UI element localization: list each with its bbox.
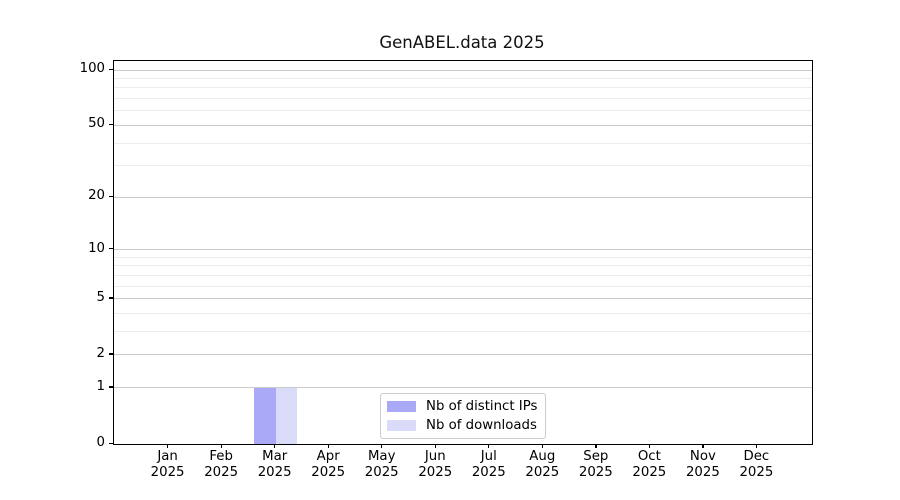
major-gridline [114, 69, 812, 71]
y-tick-label: 2 [96, 345, 105, 361]
x-tick-year: 2025 [257, 465, 292, 480]
x-tick-mark [274, 444, 276, 448]
y-tick-mark [109, 68, 113, 70]
x-tick-mark [434, 444, 436, 448]
minor-gridline [114, 265, 812, 267]
legend-swatch-distinct-ips [387, 401, 416, 412]
y-tick-mark [109, 442, 113, 444]
x-tick-label: Aug 2025 [507, 449, 577, 481]
x-tick-year: 2025 [418, 465, 453, 480]
major-gridline [114, 387, 812, 389]
x-tick-mark [648, 444, 651, 448]
minor-gridline [114, 285, 812, 287]
x-tick-label: Feb 2025 [186, 449, 256, 481]
minor-gridline [114, 256, 812, 258]
bar-nb-of-downloads-mar [275, 387, 298, 444]
x-tick-mark [381, 444, 383, 448]
minor-gridline [114, 313, 812, 315]
minor-gridline [114, 142, 812, 144]
x-tick-year: 2025 [471, 465, 506, 480]
bar-nb-of-distinct-ips-mar [254, 387, 276, 444]
minor-gridline [114, 98, 812, 100]
x-tick-label: Sep 2025 [561, 449, 631, 481]
y-tick-mark [109, 123, 113, 126]
x-tick-year: 2025 [578, 465, 613, 480]
y-tick-mark [109, 297, 113, 299]
x-tick-mark [327, 444, 329, 448]
minor-gridline [114, 331, 812, 333]
legend-label-downloads: Nb of downloads [426, 418, 537, 433]
y-tick-mark [109, 248, 113, 250]
x-tick-label: Apr 2025 [293, 449, 363, 481]
x-tick-mark [755, 444, 758, 448]
y-tick-label: 10 [88, 240, 105, 256]
y-tick-label: 0 [96, 435, 105, 450]
x-tick-label: Nov 2025 [668, 449, 738, 481]
x-tick-year: 2025 [632, 465, 667, 480]
y-tick-label: 100 [79, 61, 105, 77]
x-tick-year: 2025 [204, 465, 239, 480]
x-tick-year: 2025 [525, 465, 560, 480]
x-tick-label: May 2025 [347, 449, 417, 481]
x-tick-year: 2025 [739, 465, 774, 480]
x-tick-label: Jun 2025 [400, 449, 470, 481]
legend-swatch-downloads [387, 420, 416, 431]
major-gridline [114, 298, 812, 300]
x-tick-label: Dec 2025 [721, 449, 791, 481]
major-gridline [114, 124, 812, 126]
major-gridline [114, 196, 812, 198]
chart-title: GenABEL.data 2025 [379, 33, 545, 52]
x-tick-label: Oct 2025 [614, 449, 684, 481]
y-tick-label: 50 [88, 116, 105, 132]
major-gridline [114, 249, 812, 251]
minor-gridline [114, 275, 812, 277]
y-tick-mark [109, 353, 113, 355]
x-tick-year: 2025 [150, 465, 185, 480]
x-tick-mark [167, 444, 169, 448]
legend-entry-distinct-ips: Nb of distinct IPs [387, 399, 537, 414]
y-tick-mark [109, 195, 113, 198]
major-gridline [114, 354, 812, 356]
legend: Nb of distinct IPs Nb of downloads [380, 393, 547, 439]
y-tick-label: 1 [96, 378, 105, 394]
x-tick-year: 2025 [311, 465, 346, 480]
minor-gridline [114, 78, 812, 80]
minor-gridline [114, 87, 812, 89]
y-tick-label: 5 [96, 289, 105, 305]
legend-label-distinct-ips: Nb of distinct IPs [426, 399, 538, 414]
x-tick-label: Jan 2025 [133, 449, 203, 481]
x-tick-year: 2025 [685, 465, 720, 480]
x-tick-mark [702, 444, 704, 448]
x-tick-mark [220, 444, 222, 448]
x-tick-label: Jul 2025 [454, 449, 524, 481]
x-tick-mark [595, 444, 597, 448]
y-tick-mark [109, 386, 113, 388]
minor-gridline [114, 165, 812, 167]
y-tick-label: 20 [88, 188, 105, 204]
x-tick-year: 2025 [364, 465, 399, 480]
x-tick-mark [488, 444, 490, 448]
plot-area: Nb of distinct IPs Nb of downloads [113, 60, 813, 445]
x-tick-label: Mar 2025 [240, 449, 310, 481]
legend-entry-downloads: Nb of downloads [387, 418, 537, 433]
x-tick-mark [541, 444, 543, 448]
minor-gridline [114, 110, 812, 112]
